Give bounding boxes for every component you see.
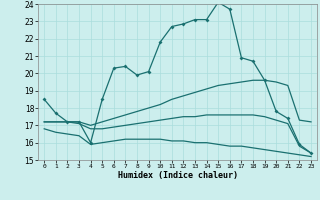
X-axis label: Humidex (Indice chaleur): Humidex (Indice chaleur)	[118, 171, 238, 180]
